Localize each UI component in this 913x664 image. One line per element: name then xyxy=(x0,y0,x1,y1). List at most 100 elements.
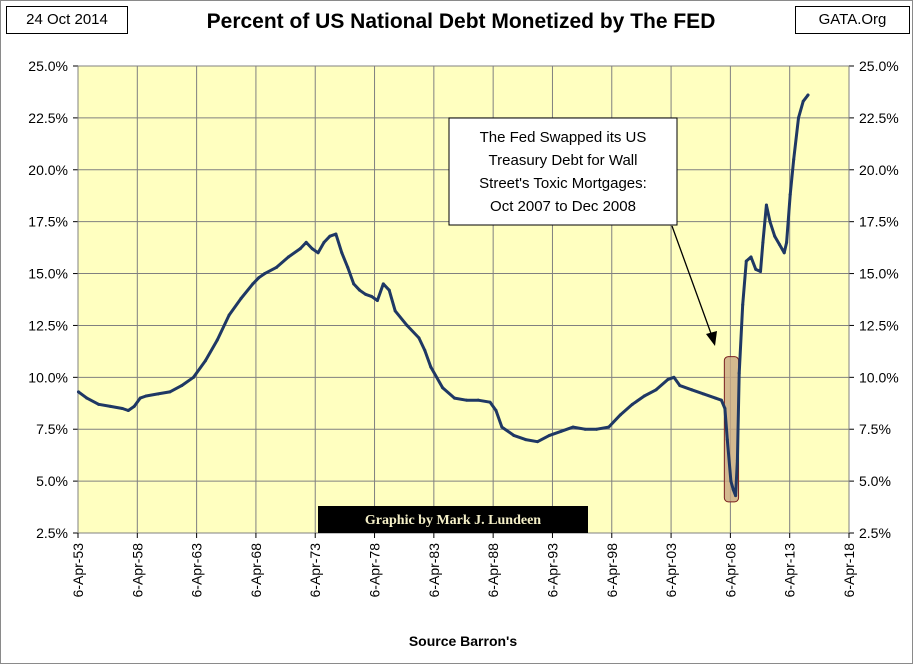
data-point xyxy=(340,251,344,255)
y-tick-label-left: 7.5% xyxy=(36,421,68,437)
x-tick-label: 6-Apr-03 xyxy=(663,543,679,598)
y-tick-label-left: 10.0% xyxy=(28,369,68,385)
y-tick-label-right: 22.5% xyxy=(859,110,899,126)
data-point xyxy=(352,282,356,286)
data-point xyxy=(76,390,80,394)
annotation-line-3: Street's Toxic Mortgages: xyxy=(479,175,647,192)
data-point xyxy=(494,409,498,413)
data-point xyxy=(571,425,575,429)
data-point xyxy=(97,402,101,406)
data-point xyxy=(607,425,611,429)
y-tick-label-left: 5.0% xyxy=(36,473,68,489)
x-axis-label: Source Barron's xyxy=(409,633,518,649)
credit-background xyxy=(318,506,588,533)
data-point xyxy=(725,438,729,442)
x-tick-label: 6-Apr-78 xyxy=(367,543,383,598)
data-point xyxy=(702,392,706,396)
data-point xyxy=(441,386,445,390)
y-tick-label-left: 12.5% xyxy=(28,317,68,333)
data-point xyxy=(731,487,735,491)
y-tick-label-left: 2.5% xyxy=(36,525,68,541)
data-point xyxy=(239,296,243,300)
data-point xyxy=(393,309,397,313)
chart-title: Percent of US National Debt Monetized by… xyxy=(206,10,716,33)
data-point xyxy=(310,247,314,251)
data-point xyxy=(138,396,142,400)
x-tick-label: 6-Apr-83 xyxy=(426,543,442,598)
y-tick-label-right: 12.5% xyxy=(859,317,899,333)
data-point xyxy=(286,255,290,259)
data-point xyxy=(364,292,368,296)
x-tick-label: 6-Apr-98 xyxy=(604,543,620,598)
data-point xyxy=(132,404,136,408)
annotation-arrow xyxy=(671,225,714,340)
y-tick-label-right: 5.0% xyxy=(859,473,891,489)
data-point xyxy=(85,396,89,400)
data-point xyxy=(203,359,207,363)
data-point xyxy=(642,394,646,398)
y-tick-label-left: 20.0% xyxy=(28,162,68,178)
data-point xyxy=(735,458,739,462)
data-point xyxy=(737,371,741,375)
data-point xyxy=(512,433,516,437)
data-point xyxy=(672,375,676,379)
data-point xyxy=(180,384,184,388)
data-point xyxy=(595,427,599,431)
credit-text: Graphic by Mark J. Lundeen xyxy=(365,513,541,528)
data-point xyxy=(734,494,738,498)
data-point xyxy=(375,299,379,303)
data-point xyxy=(251,282,255,286)
y-tick-label-left: 17.5% xyxy=(28,214,68,230)
data-point xyxy=(381,282,385,286)
x-tick-label: 6-Apr-93 xyxy=(544,543,560,598)
data-point xyxy=(275,265,279,269)
y-tick-label-left: 15.0% xyxy=(28,266,68,282)
data-point xyxy=(215,338,219,342)
annotation-line-1: The Fed Swapped its US xyxy=(480,129,647,146)
annotation-line-4: Oct 2007 to Dec 2008 xyxy=(490,198,636,215)
y-tick-labels-right: 2.5% 5.0% 7.5% 10.0% 12.5% 15.0% 17.5% 20.0% 22.… xyxy=(859,58,899,541)
data-point xyxy=(322,240,326,244)
data-point xyxy=(801,99,805,103)
data-point xyxy=(806,93,810,97)
data-point xyxy=(690,388,694,392)
x-tick-label: 6-Apr-18 xyxy=(841,543,857,598)
series-line xyxy=(77,93,810,498)
annotation-line-2: Treasury Debt for Wall xyxy=(489,152,638,169)
x-tick-label: 6-Apr-73 xyxy=(307,543,323,598)
data-point xyxy=(168,390,172,394)
series-layer xyxy=(76,93,810,498)
data-point xyxy=(405,323,409,327)
y-tick-label-right: 15.0% xyxy=(859,266,899,282)
x-tick-label: 6-Apr-68 xyxy=(248,543,264,598)
x-tick-label: 6-Apr-13 xyxy=(782,543,798,598)
x-tick-label: 6-Apr-58 xyxy=(129,543,145,598)
data-point xyxy=(358,288,362,292)
data-point xyxy=(387,288,391,292)
data-point xyxy=(328,234,332,238)
data-point xyxy=(452,396,456,400)
data-point xyxy=(764,203,768,207)
x-tick-label: 6-Apr-88 xyxy=(485,543,501,598)
y-tick-label-left: 22.5% xyxy=(28,110,68,126)
data-point xyxy=(126,409,130,413)
y-tick-label-right: 20.0% xyxy=(859,162,899,178)
data-point xyxy=(744,259,748,263)
y-tick-labels-left: 2.5% 5.0% 7.5% 10.0% 12.5% 15.0% 17.5% 20.0% 22.… xyxy=(28,58,68,541)
data-point xyxy=(723,406,727,410)
data-point xyxy=(796,116,800,120)
data-point xyxy=(754,267,758,271)
data-point xyxy=(304,240,308,244)
data-point xyxy=(346,265,350,269)
data-point xyxy=(792,157,796,161)
y-tick-label-right: 17.5% xyxy=(859,214,899,230)
source-site-label: GATA.Org xyxy=(795,6,910,34)
data-point xyxy=(785,240,789,244)
data-point xyxy=(678,384,682,388)
y-tick-label-right: 7.5% xyxy=(859,421,891,437)
data-point xyxy=(788,193,792,197)
y-tick-label-right: 10.0% xyxy=(859,369,899,385)
data-point xyxy=(156,392,160,396)
data-point xyxy=(761,240,765,244)
